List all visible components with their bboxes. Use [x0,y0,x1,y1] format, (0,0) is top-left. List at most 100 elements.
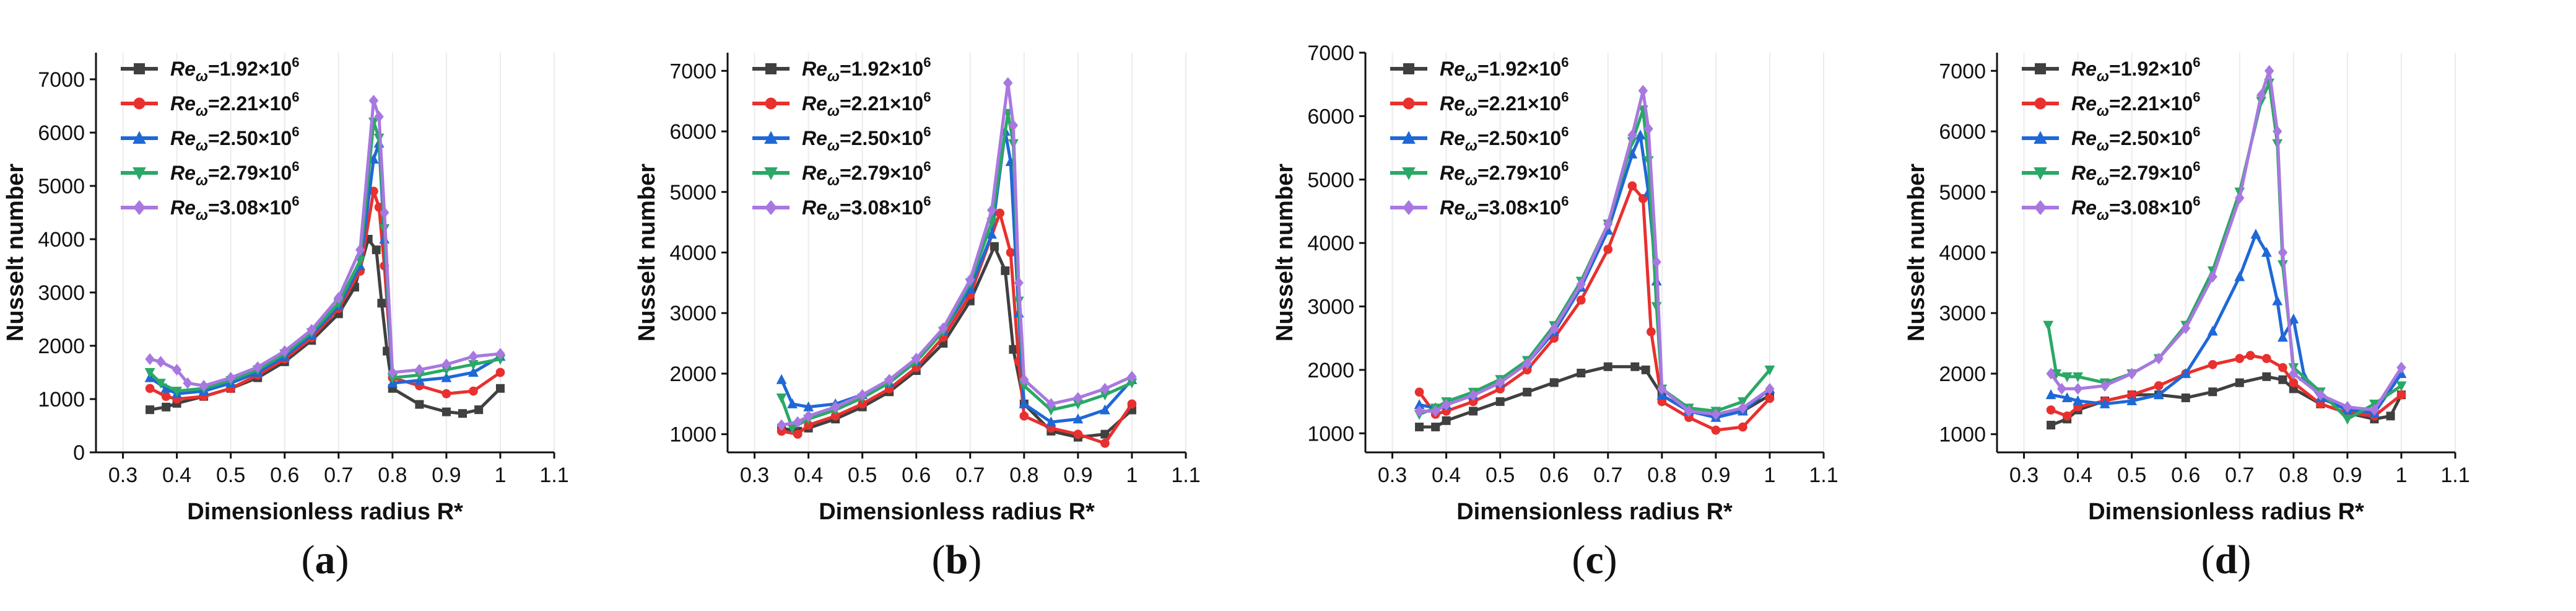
data-point [990,242,999,251]
series-3 [2045,229,2407,418]
panel-label: (d) [2201,537,2252,582]
x-tick-label: 1.1 [2440,464,2469,487]
data-point [1414,399,1425,410]
data-point [2043,320,2054,331]
data-point [2386,411,2395,421]
legend-marker [133,131,146,144]
data-point [1643,123,1653,135]
legend-entry: Reω=1.92×106 [2071,55,2200,85]
data-point [2289,367,2299,380]
y-tick-label: 5000 [1939,181,1986,204]
y-tick-label: 6000 [1939,120,1986,144]
data-point [2208,271,2217,283]
data-point [2046,405,2056,415]
data-point [1651,256,1661,268]
data-point [1073,399,1084,410]
y-tick-label: 7000 [1307,42,1354,65]
series-line [1419,89,1771,416]
data-point [777,419,786,431]
series-4 [776,108,1138,434]
data-point [776,393,787,404]
x-tick-label: 0.8 [1009,464,1038,487]
data-point [162,402,171,411]
x-tick-label: 0.3 [740,464,769,487]
legend-marker [2035,63,2046,74]
legend-entry: Reω=2.50×106 [802,124,931,154]
data-point [145,384,155,393]
data-point [2264,64,2274,77]
data-point [442,358,451,371]
data-point [803,410,814,422]
y-tick-label: 3000 [1307,296,1354,319]
data-point [793,429,803,439]
data-point [787,398,798,408]
x-tick-label: 0.6 [1539,464,1569,487]
data-point [857,389,868,401]
data-point [2154,353,2164,364]
data-point [2100,380,2110,392]
series-line [781,81,1133,427]
data-point [388,366,398,379]
data-point [495,354,506,365]
data-point [1431,423,1440,432]
series-line [2047,81,2403,421]
data-point [1073,429,1083,439]
data-point [830,401,840,413]
chart-panel-b: 0.3 0.4 0.5 0.6 0.7 0.8 0.9 1 1.1 1000 2000 3000 400… [634,53,1201,582]
y-tick-label: 2000 [669,363,716,386]
data-point [777,426,786,436]
data-point [334,292,344,304]
series-5 [777,77,1137,431]
x-tick-label: 0.5 [2117,464,2146,487]
data-point [1414,387,1424,397]
data-point [2256,89,2266,101]
data-point [1635,129,1646,140]
data-point [380,206,389,219]
x-axis-title: Dimensionless radius R* [187,499,463,525]
data-point [225,372,236,384]
data-point [495,384,505,393]
data-point [1603,245,1613,254]
data-point [2207,325,2218,336]
data-point [1073,392,1083,404]
legend-entry: Reω=1.92×106 [802,55,931,85]
legend-entry: Reω=2.79×106 [170,159,299,189]
data-point [1100,382,1110,395]
x-tick-label: 0.4 [162,464,191,487]
x-tick-label: 0.9 [1063,464,1092,487]
legend-marker [2034,97,2047,110]
panel-label: (c) [1572,537,1617,582]
data-point [2061,392,2073,403]
series-4 [2043,78,2407,425]
data-point [146,405,155,415]
data-point [1100,429,1110,439]
data-point [1009,345,1018,354]
x-axis-title: Dimensionless radius R* [819,499,1095,525]
data-point [307,323,316,336]
data-point [787,423,798,434]
legend-entry: Reω=1.92×106 [170,55,299,85]
x-tick-label: 0.4 [794,464,823,487]
data-point [2208,387,2217,397]
data-point [1684,405,1694,417]
data-point [468,360,479,371]
y-tick-label: 5000 [669,181,716,204]
y-tick-label: 4000 [1939,242,1986,265]
legend-marker [1403,63,1414,74]
data-point [1442,416,1451,425]
chart-panel-d: 0.3 0.4 0.5 0.6 0.7 0.8 0.9 1 1.1 1000 2000 3000 400… [1904,53,2470,582]
legend-marker [133,97,146,110]
data-point [2245,351,2255,360]
data-point [374,110,384,123]
y-tick-label: 2000 [1939,363,1986,386]
legend-entry: Reω=3.08×106 [170,193,299,224]
legend-entry: Reω=1.92×106 [1440,55,1569,85]
data-point [2126,395,2138,405]
data-point [199,380,209,392]
y-tick-label: 6000 [1307,105,1354,128]
data-point [172,364,182,376]
data-point [1657,383,1667,395]
legend-marker [764,167,778,180]
data-point [415,400,424,409]
data-point [938,322,948,335]
